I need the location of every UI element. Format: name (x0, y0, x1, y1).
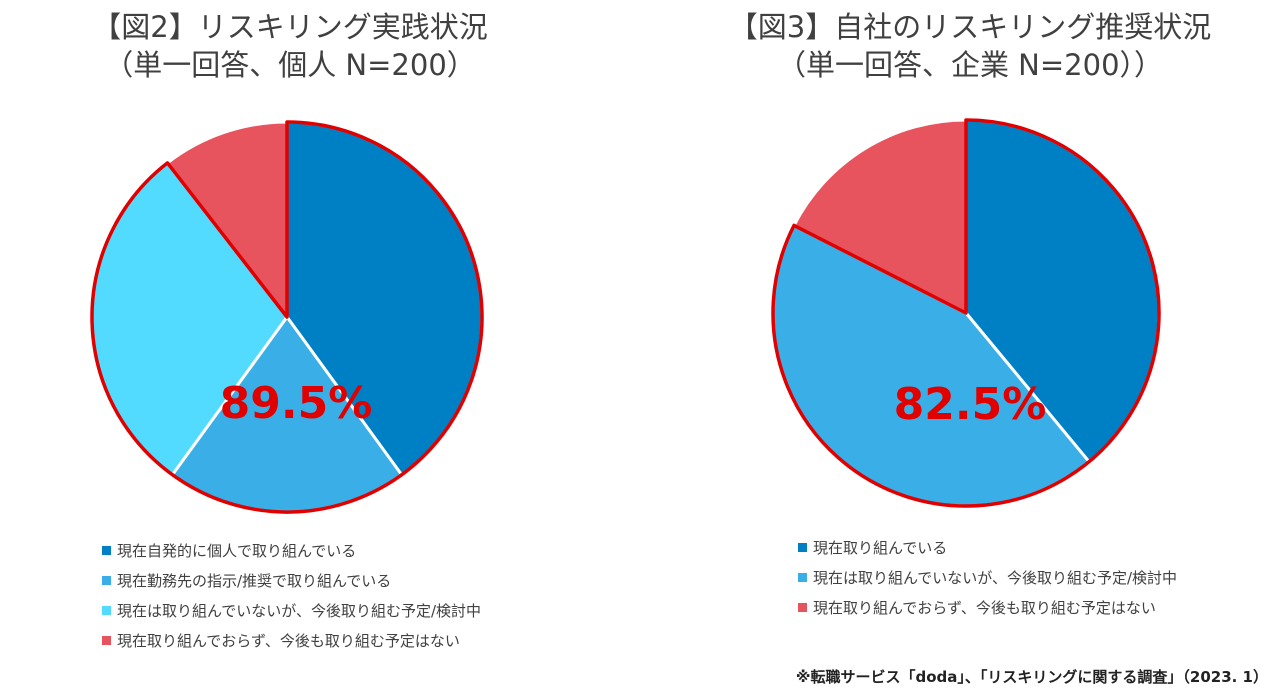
source-note: ※転職サービス「doda」、「リスキリングに関する調査」（2023. 1） (795, 668, 1268, 686)
legend-1-label-2: 現在取り組んでおらず、今後も取り組む予定はない (813, 598, 1156, 617)
legend-1-item-1: 現在は取り組んでいないが、今後取り組む予定/検討中 (798, 562, 1177, 592)
pie-chart-left: 89.5% (90, 120, 484, 514)
legend-0-label-0: 現在自発的に個人で取り組んでいる (117, 541, 357, 560)
chart-title-right-line1: 【図3】自社のリスキリング推奨状況 (728, 10, 1212, 44)
legend-1-swatch-1 (798, 572, 807, 582)
legend-right: 現在取り組んでいる現在は取り組んでいないが、今後取り組む予定/検討中 現在取り組ん… (798, 532, 1177, 622)
legend-0-swatch-0 (102, 545, 111, 555)
legend-0-item-0: 現在自発的に個人で取り組んでいる (102, 535, 481, 565)
chart-title-left-line2: （単一回答、個人 N=200） (104, 48, 476, 82)
pie-1-slice-2 (792, 118, 968, 315)
pie-1-highlight-outline (771, 118, 1161, 508)
legend-0-swatch-3 (102, 635, 111, 645)
legend-0-item-2: 現在は取り組んでいないが、今後取り組む予定/検討中 (102, 595, 481, 625)
legend-1-label-1: 現在は取り組んでいないが、今後取り組む予定/検討中 (813, 568, 1178, 587)
legend-1-swatch-0 (798, 542, 807, 552)
legend-0-item-3: 現在取り組んでおらず、今後も取り組む予定はない (102, 625, 481, 655)
pie-1-highlight-label: 82.5% (894, 379, 1047, 430)
pie-0-slice-3 (165, 120, 289, 319)
legend-1-swatch-2 (798, 602, 807, 612)
legend-0-swatch-1 (102, 575, 111, 585)
chart-title-right-line2: （単一回答、企業 N=200）） (776, 48, 1164, 82)
legend-left: 現在自発的に個人で取り組んでいる現在勤務先の指示/推奨で取り組んでいる現在は取り… (102, 535, 481, 655)
chart-title-left: 【図2】リスキリング実践状況 （単一回答、個人 N=200） (30, 8, 550, 84)
chart-title-right: 【図3】自社のリスキリング推奨状況 （単一回答、企業 N=200）） (700, 8, 1240, 84)
pie-chart-right: 82.5% (771, 118, 1161, 508)
pie-0-highlight-outline (90, 120, 484, 514)
legend-1-label-0: 現在取り組んでいる (813, 538, 948, 557)
legend-0-label-1: 現在勤務先の指示/推奨で取り組んでいる (117, 571, 392, 590)
legend-1-item-2: 現在取り組んでおらず、今後も取り組む予定はない (798, 592, 1177, 622)
legend-1-item-0: 現在取り組んでいる (798, 532, 1177, 562)
legend-0-item-1: 現在勤務先の指示/推奨で取り組んでいる (102, 565, 481, 595)
legend-0-label-2: 現在は取り組んでいないが、今後取り組む予定/検討中 (117, 601, 482, 620)
legend-0-label-3: 現在取り組んでおらず、今後も取り組む予定はない (117, 631, 460, 650)
chart-title-left-line1: 【図2】リスキリング実践状況 (92, 10, 488, 44)
pie-0-highlight-label: 89.5% (220, 378, 373, 429)
legend-0-swatch-2 (102, 605, 111, 615)
